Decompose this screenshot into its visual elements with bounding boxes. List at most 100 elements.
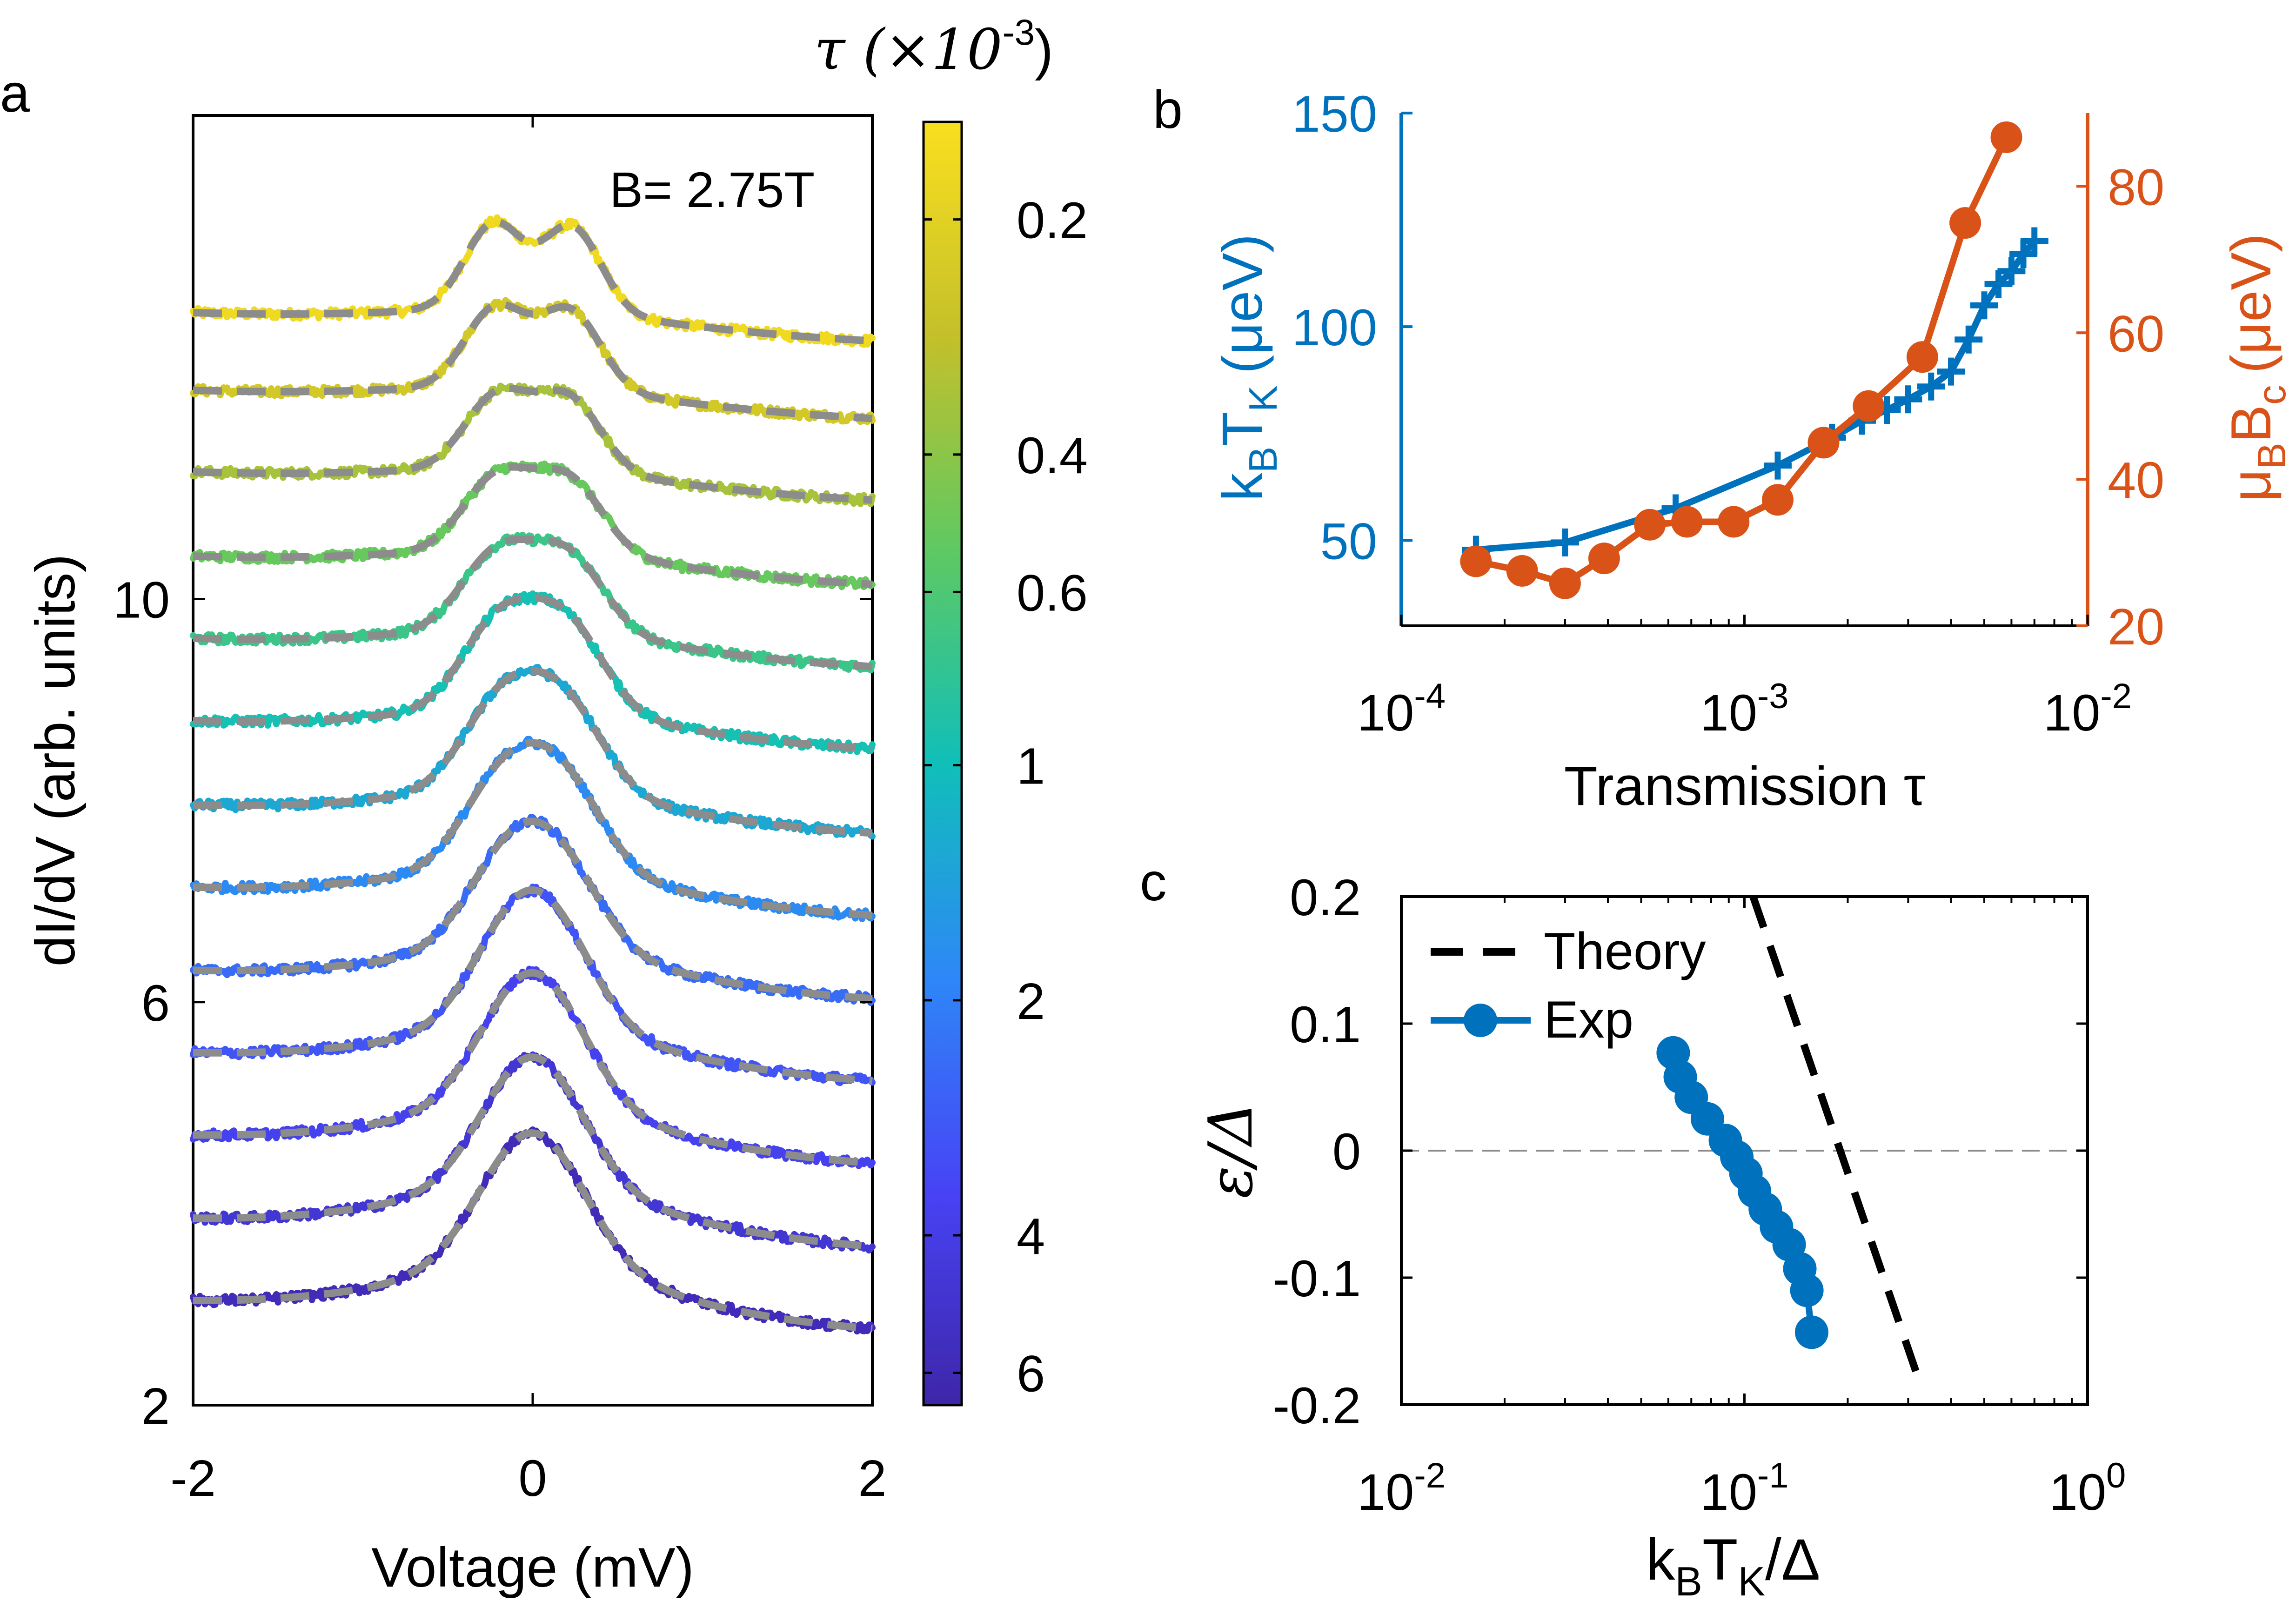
colorbar-tick-label: 0.2 <box>1017 192 1088 249</box>
panel-c-y-tick-label: 0.2 <box>1290 869 1361 926</box>
panel-b-tk-line <box>1475 239 2037 553</box>
panel-b-x-tick-label: 10-4 <box>1357 677 1446 742</box>
panel-a-fit-curve <box>193 1129 873 1333</box>
panel-b-left-label-t: T <box>1211 412 1274 447</box>
panel-c-y-tick-label: -0.2 <box>1272 1377 1361 1434</box>
panel-b-series <box>1460 121 2048 599</box>
panel-b-left-tick-label: 100 <box>1292 299 1377 356</box>
colorbar-fill <box>922 121 963 1407</box>
panel-b-left-label-sub1: B <box>1241 447 1285 473</box>
panel-b-bc-marker <box>1506 555 1538 587</box>
panel-b-bc-marker <box>1761 484 1794 516</box>
panel-b-x-tick-exponent: -3 <box>1757 677 1789 716</box>
panel-b-left-tick-label: 50 <box>1320 513 1377 570</box>
panel-c-series <box>1656 895 1921 1376</box>
colorbar-ticks: 0.2 0.4 0.6 1 2 4 6 <box>924 192 1088 1403</box>
colorbar-title-close: ) <box>1035 19 1053 81</box>
panel-c-y-axis-label: ε/Δ <box>1195 1102 1266 1198</box>
colorbar-tick-label: 2 <box>1017 973 1045 1030</box>
panel-b-bc-marker <box>1460 545 1492 577</box>
panel-c-x-label-sub2: K <box>1738 1558 1765 1604</box>
panel-b-tk-marker <box>1955 325 1983 354</box>
panel-c-x-axis-label: kBTK/Δ <box>1646 1528 1821 1604</box>
panel-c-x-tick-exponent: -2 <box>1414 1456 1446 1495</box>
panel-a-fit-curve <box>193 463 873 588</box>
panel-b-right-tick-label: 20 <box>2108 598 2164 656</box>
colorbar-tick-label: 4 <box>1017 1208 1045 1265</box>
panel-b-right-tick-label: 80 <box>2108 159 2164 216</box>
panel-a-y-tick-label: 10 <box>113 572 170 629</box>
panel-c-x-label-sub1: B <box>1675 1558 1702 1604</box>
panel-b: 10-4 10-3 10-2 50 100 150 20 40 60 80 Transmiss… <box>1211 86 2294 817</box>
panel-b-right-label-unit: (μeV) <box>2219 234 2283 374</box>
panel-b-right-tick-label: 60 <box>2108 305 2164 362</box>
panel-a-y-tick-label: 6 <box>141 975 170 1032</box>
panel-a-annotation: B= 2.75T <box>609 161 815 218</box>
panel-b-bc-marker <box>1853 390 1885 422</box>
panel-c-exp-marker <box>1794 1315 1828 1349</box>
panel-b-left-tick-label: 150 <box>1292 86 1377 143</box>
panel-c-x-tick-label: 100 <box>2049 1456 2126 1521</box>
panel-b-right-label-b: B <box>2219 405 2283 442</box>
panel-a-letter: a <box>0 64 30 123</box>
panel-b-tk-marker <box>1551 528 1579 556</box>
panel-a-fit-curve <box>193 300 873 422</box>
colorbar-tick-label: 0.6 <box>1017 564 1088 622</box>
colorbar-tick-label: 1 <box>1017 738 1045 795</box>
panel-a-data-curve <box>190 460 876 590</box>
panel-b-bc-marker <box>1949 207 1981 239</box>
panel-a-fit-curve <box>193 218 873 345</box>
panel-c-x-tick-exponent: -1 <box>1757 1456 1789 1495</box>
panel-c-exp-marker <box>1790 1273 1824 1307</box>
panel-a-fit-curve <box>193 594 873 753</box>
panel-c-x-tick-label: 10-2 <box>1357 1456 1446 1521</box>
panel-c: 10-2 10-1 100 0.2 0.1 0 -0.1 -0.2 Theory Exp k… <box>1195 869 2126 1604</box>
panel-b-tk-marker <box>1894 385 1922 414</box>
panel-a-y-ticks: 2 6 10 <box>113 572 872 1435</box>
panel-b-x-ticks: 10-4 10-3 10-2 <box>1357 615 2132 742</box>
panel-c-letter: c <box>1140 852 1167 912</box>
colorbar-title-main: τ (×10 <box>814 18 1003 82</box>
panel-a-data-curve <box>190 1126 876 1335</box>
panel-a-fit-curve <box>193 1053 873 1250</box>
panel-b-right-label-sub2: c <box>2250 385 2294 405</box>
panel-a-data-curve <box>190 382 876 507</box>
panel-a: -2 0 2 2 6 10 B= 2.75T Voltage (mV) dI/dV (a… <box>24 114 887 1599</box>
panel-b-left-label-unit: (μeV) <box>1211 234 1274 374</box>
colorbar-tick-label: 6 <box>1017 1346 1045 1403</box>
panel-b-tk-marker <box>1937 357 1965 386</box>
panel-b-tk-marker <box>1997 257 2026 285</box>
panel-b-x-tick-exponent: -4 <box>1414 677 1446 716</box>
panel-c-legend: Theory Exp <box>1431 922 1706 1049</box>
panel-b-x-tick-label: 10-3 <box>1700 677 1789 742</box>
panel-c-y-ticks: 0.2 0.1 0 -0.1 -0.2 <box>1272 869 2088 1434</box>
panel-a-fit-curve <box>193 817 873 1003</box>
panel-b-letter: b <box>1153 80 1183 140</box>
panel-b-x-tick-exponent: -2 <box>2100 677 2132 716</box>
panel-c-y-tick-label: 0 <box>1332 1123 1361 1180</box>
panel-a-x-ticks: -2 0 2 <box>170 115 887 1507</box>
panel-c-x-tick-label: 10-1 <box>1700 1456 1789 1521</box>
panel-b-x-label-text: Transmission τ <box>1564 756 1926 817</box>
panel-b-bc-marker <box>1588 543 1620 575</box>
panel-b-right-axis-label: μBBc (μeV) <box>2219 234 2294 502</box>
panel-a-x-tick-label: 2 <box>858 1450 886 1507</box>
colorbar-tick-label: 0.4 <box>1017 427 1088 484</box>
panel-a-x-axis-label: Voltage (mV) <box>371 1536 694 1599</box>
colorbar-title: τ (×10-3) <box>814 12 1053 82</box>
panel-b-left-ticks: 50 100 150 <box>1292 86 1412 570</box>
panel-a-y-tick-label: 2 <box>141 1378 170 1435</box>
panel-b-x-tick-label: 10-2 <box>2043 677 2132 742</box>
panel-b-left-axis-label: kBTK (μeV) <box>1211 234 1285 502</box>
colorbar-title-exponent: -3 <box>1003 12 1035 53</box>
panel-c-x-ticks: 10-2 10-1 100 <box>1357 897 2126 1521</box>
panel-b-tk-marker <box>1970 291 1998 320</box>
panel-a-x-tick-label: -2 <box>170 1450 216 1507</box>
panel-a-y-axis-label: dI/dV (arb. units) <box>24 554 87 966</box>
panel-b-tk-marker <box>1917 372 1945 401</box>
panel-a-fit-curve <box>193 667 873 837</box>
panel-b-bc-marker <box>1671 506 1703 538</box>
panel-b-right-label-sub1: B <box>2250 442 2294 469</box>
panel-b-x-axis-label: Transmission τ <box>1564 756 1926 817</box>
